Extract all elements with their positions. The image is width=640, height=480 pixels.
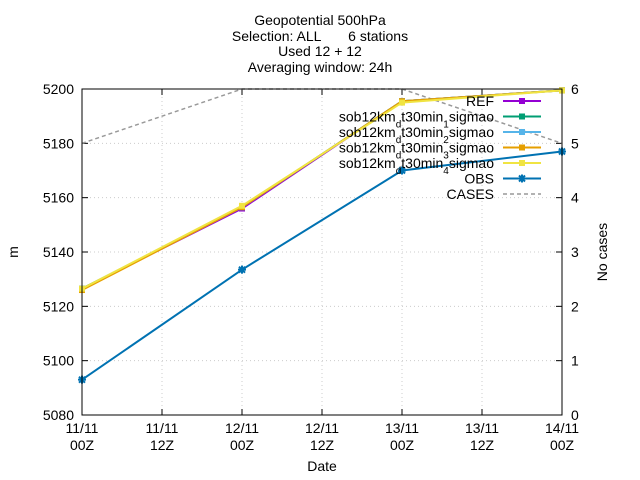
grid: [81, 89, 563, 415]
legend-label-part: sob12km: [339, 155, 396, 171]
legend-sample-marker: [519, 160, 525, 166]
chart-title: Geopotential 500hPa Selection: ALL 6 sta…: [232, 12, 408, 75]
x-tick-label-hour: 12Z: [150, 437, 175, 453]
y2-tick-label: 6: [571, 81, 579, 97]
title-line-4: Averaging window: 24h: [248, 59, 393, 75]
y2-tick-label: 2: [571, 298, 579, 314]
y-tick-label: 5200: [43, 81, 74, 97]
y2-tick-label: 4: [571, 190, 579, 206]
legend-sample-marker: [519, 113, 525, 120]
legend-label-part: t30min: [401, 140, 443, 156]
title-line-2: Selection: ALL 6 stations: [232, 28, 408, 44]
legend-label: sob12kmdt30min3sigmao: [339, 140, 494, 162]
legend-label-part: t30min: [401, 109, 443, 125]
legend-label-part: sigmao: [449, 155, 494, 171]
data-point: [239, 202, 245, 209]
x-tick-label-hour: 12Z: [310, 437, 335, 453]
y-tick-label: 5120: [43, 298, 74, 314]
legend-label-part: sob12km: [339, 140, 396, 156]
data-point: [238, 265, 246, 274]
title-line-3: Used 12 + 12: [278, 43, 362, 59]
x-tick-label-date: 11/11: [146, 420, 179, 436]
y2-tick-label: 0: [571, 407, 579, 423]
legend-label-part: sigmao: [449, 124, 494, 140]
x-tick-label-hour: 00Z: [390, 437, 415, 453]
legend-label: REF: [466, 93, 494, 109]
legend-label: sob12kmdt30min1sigmao: [339, 109, 494, 131]
y-tick-label: 5180: [43, 135, 74, 151]
y-tick-label: 5080: [43, 407, 74, 423]
x-tick-label-hour: 00Z: [70, 437, 95, 453]
legend-label-part: d: [396, 135, 402, 146]
x-tick-label-date: 12/11: [305, 420, 339, 436]
legend-sample-marker: [519, 98, 525, 104]
y-tick-label: 5140: [43, 244, 74, 260]
legend-label-part: t30min: [401, 124, 443, 140]
legend-label-part: 3: [443, 150, 449, 161]
legend-label-part: d: [396, 150, 402, 161]
y2-tick-label: 1: [571, 353, 579, 369]
y-tick-label: 5160: [43, 190, 74, 206]
plot-border: [81, 88, 563, 416]
legend-label: sob12kmdt30min4sigmao: [339, 155, 494, 177]
legend-label-part: sigmao: [449, 109, 494, 125]
legend-label-part: d: [396, 166, 402, 177]
legend-label-part: sigmao: [449, 140, 494, 156]
x-tick-label-date: 13/11: [465, 420, 499, 436]
legend-label: CASES: [447, 186, 494, 202]
series-line: [81, 150, 563, 381]
x-tick-label-hour: 00Z: [230, 437, 255, 453]
x-tick-label-hour: 00Z: [550, 437, 575, 453]
tick-labels: 11/1100Z11/1112Z12/1100Z12/1112Z13/1100Z…: [43, 81, 579, 453]
legend-label-part: 2: [443, 135, 449, 146]
legend-label-part: 4: [443, 166, 449, 177]
data-point: [399, 99, 405, 106]
legend-label: OBS: [464, 171, 494, 187]
legend-sample-marker: [519, 144, 525, 151]
legend: REFsob12kmdt30min1sigmaosob12kmdt30min2s…: [339, 93, 541, 202]
legend-label-part: d: [396, 119, 402, 130]
x-axis-label: Date: [307, 458, 337, 474]
legend-label-part: 1: [443, 119, 449, 130]
y-tick-label: 5100: [43, 353, 74, 369]
series-line: [81, 89, 563, 290]
x-tick-label-date: 13/11: [385, 420, 419, 436]
title-line-1: Geopotential 500hPa: [254, 12, 386, 28]
y-axis-label: m: [5, 246, 21, 258]
legend-label-part: sob12km: [339, 124, 396, 140]
x-tick-label-date: 14/11: [545, 420, 579, 436]
y2-axis-label: No cases: [594, 223, 610, 281]
legend-label-part: sob12km: [339, 109, 396, 125]
legend-label: sob12kmdt30min2sigmao: [339, 124, 494, 146]
x-tick-label-date: 12/11: [225, 420, 259, 436]
data-point: [398, 166, 406, 175]
y2-tick-label: 5: [571, 135, 579, 151]
legend-sample-marker: [519, 129, 525, 135]
legend-label-part: t30min: [401, 155, 443, 171]
x-tick-label-date: 11/11: [66, 420, 99, 436]
x-tick-label-hour: 12Z: [470, 437, 495, 453]
y2-tick-label: 3: [571, 244, 579, 260]
legend-sample-marker: [518, 174, 526, 183]
